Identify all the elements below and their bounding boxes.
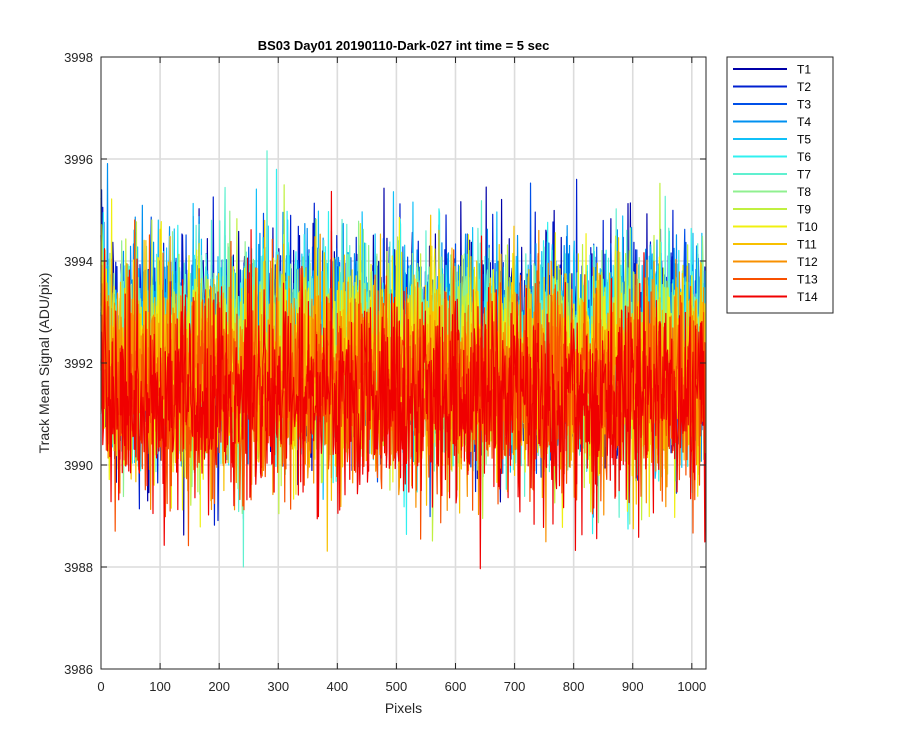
y-tick-label: 3992: [64, 356, 93, 371]
legend-label-T10: T10: [797, 220, 818, 234]
series-line-T14: [100, 190, 707, 570]
chart-title: BS03 Day01 20190110-Dark-027 int time = …: [258, 38, 550, 53]
y-tick-label: 3990: [64, 458, 93, 473]
x-tick-label: 400: [326, 679, 348, 694]
x-tick-label: 0: [97, 679, 104, 694]
legend-label-T9: T9: [797, 203, 811, 217]
series-lines: [100, 150, 707, 570]
x-axis-label: Pixels: [385, 700, 422, 716]
x-tick-label: 1000: [677, 679, 706, 694]
legend-label-T11: T11: [797, 238, 817, 252]
y-axis-ticks: 3986 3988 3990 3992 3994 3996 3998: [64, 50, 706, 677]
legend-label-T2: T2: [797, 80, 811, 94]
legend-label-T7: T7: [797, 168, 811, 182]
legend-label-T6: T6: [797, 150, 811, 164]
legend-label-T12: T12: [797, 255, 818, 269]
y-tick-label: 3998: [64, 50, 93, 65]
y-tick-label: 3986: [64, 662, 93, 677]
series-line-T13: [100, 219, 707, 547]
y-axis-label: Track Mean Signal (ADU/pix): [36, 273, 52, 454]
x-tick-label: 500: [386, 679, 408, 694]
legend: T1 T2 T3 T4 T5 T6 T7 T8 T9 T10 T11 T12 T13 T14: [726, 56, 834, 314]
x-tick-label: 100: [149, 679, 171, 694]
y-tick-label: 3988: [64, 560, 93, 575]
legend-box: [726, 56, 834, 314]
legend-label-T4: T4: [797, 115, 811, 129]
x-axis-ticks: 0 100 200 300 400 500 600 700 800 900 1000: [97, 57, 706, 694]
legend-label-T13: T13: [797, 273, 818, 287]
x-tick-label: 900: [622, 679, 644, 694]
x-tick-label: 300: [267, 679, 289, 694]
x-tick-label: 800: [563, 679, 585, 694]
x-tick-label: 700: [504, 679, 526, 694]
legend-label-T1: T1: [797, 63, 811, 77]
x-tick-label: 200: [208, 679, 230, 694]
legend-label-T14: T14: [797, 290, 818, 304]
axes: 0 100 200 300 400 500 600 700 800 900 1000 3986398…: [64, 50, 707, 694]
legend-label-T3: T3: [797, 98, 811, 112]
x-tick-label: 600: [445, 679, 467, 694]
legend-label-T8: T8: [797, 185, 811, 199]
y-tick-label: 3994: [64, 254, 93, 269]
legend-label-T5: T5: [797, 133, 811, 147]
y-tick-label: 3996: [64, 152, 93, 167]
